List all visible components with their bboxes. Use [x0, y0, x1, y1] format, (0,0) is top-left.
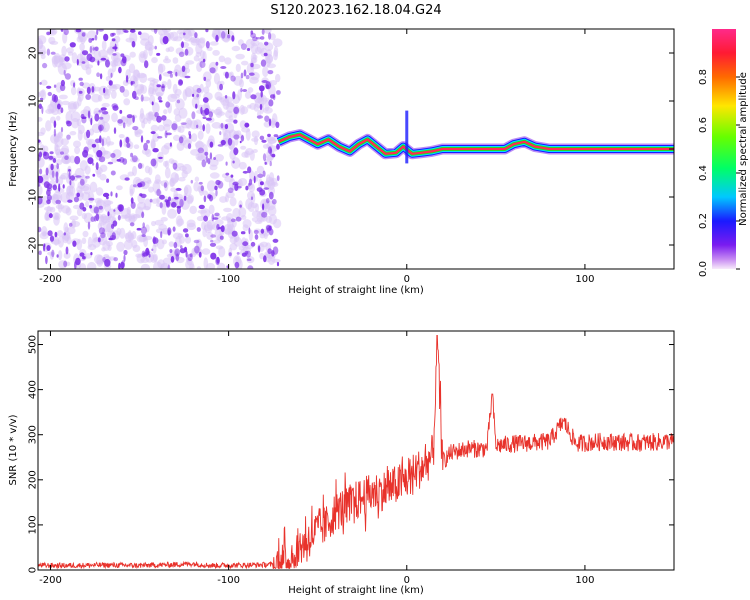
y-tick-label: -10	[28, 189, 39, 205]
snr-ticks: -200 -100 0 100 0 100 200 300 400 500	[28, 331, 674, 586]
y-tick-label: 20	[28, 47, 39, 60]
y-tick-label: 300	[28, 425, 39, 444]
colorbar-tick-label: 0.8	[698, 69, 709, 85]
colorbar-tick-label: 0.6	[698, 117, 709, 133]
x-tick-label: -100	[217, 274, 240, 285]
x-tick-label: 100	[575, 274, 594, 285]
spectrogram-heatmap	[38, 29, 674, 269]
y-tick-label: 10	[28, 95, 39, 108]
snr-axes-frame	[37, 330, 675, 571]
spectrogram-ylabel: Frequency (Hz)	[8, 111, 19, 187]
x-tick-label: 100	[575, 575, 594, 586]
signal-trace	[276, 110, 674, 164]
y-tick-label: 100	[28, 515, 39, 534]
spectrogram-xlabel: Height of straight line (km)	[288, 285, 424, 296]
y-tick-label: 500	[28, 335, 39, 354]
colorbar: 0.0 0.2 0.4 0.6 0.8 Normalized spectral ampl…	[698, 29, 749, 277]
snr-series-line	[38, 335, 674, 570]
colorbar-label: Normalized spectral amplitude	[738, 72, 749, 226]
y-tick-label: 200	[28, 470, 39, 489]
snr-panel: -200 -100 0 100 0 100 200 300 400 500 Height of s…	[8, 330, 675, 596]
x-tick-label: 0	[404, 274, 410, 285]
colorbar-tick-label: 0.2	[698, 213, 709, 229]
y-tick-label: 400	[28, 380, 39, 399]
x-tick-label: 0	[404, 575, 410, 586]
x-tick-label: -200	[39, 274, 62, 285]
figure-title: S120.2023.162.18.04.G24	[270, 3, 441, 18]
colorbar-gradient	[712, 29, 736, 269]
y-tick-label: 0	[28, 567, 39, 573]
y-tick-label: -20	[28, 237, 39, 253]
colorbar-tick-label: 0.0	[698, 261, 709, 277]
x-tick-label: -100	[217, 575, 240, 586]
colorbar-tick-label: 0.4	[698, 165, 709, 181]
x-tick-label: -200	[39, 575, 62, 586]
snr-xlabel: Height of straight line (km)	[288, 585, 424, 596]
y-tick-label: 0	[28, 146, 39, 152]
noise-blobs	[38, 29, 281, 269]
colorbar-ticks: 0.0 0.2 0.4 0.6 0.8	[698, 69, 740, 277]
snr-ylabel: SNR (10 * v/v)	[8, 414, 19, 485]
